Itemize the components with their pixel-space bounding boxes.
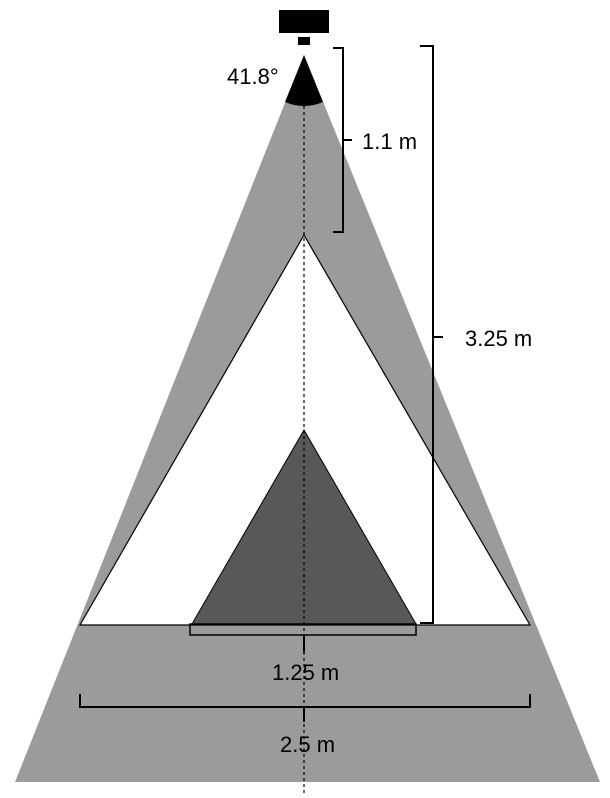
camera-body [279,10,329,33]
angle-label: 41.8° [227,64,279,89]
bracket-2-5m [79,694,531,722]
white-coverage-triangle [78,233,532,626]
camera-lens [298,37,310,45]
distance-label-1-1m: 1.1 m [362,129,417,154]
bracket-1-1m [333,47,352,233]
distance-label-3-25m: 3.25 m [465,326,532,351]
width-label-1-25m: 1.25 m [272,660,339,685]
width-label-2-5m: 2.5 m [280,732,335,757]
angle-sector-icon [285,55,323,106]
bracket-3-25m [420,45,443,624]
